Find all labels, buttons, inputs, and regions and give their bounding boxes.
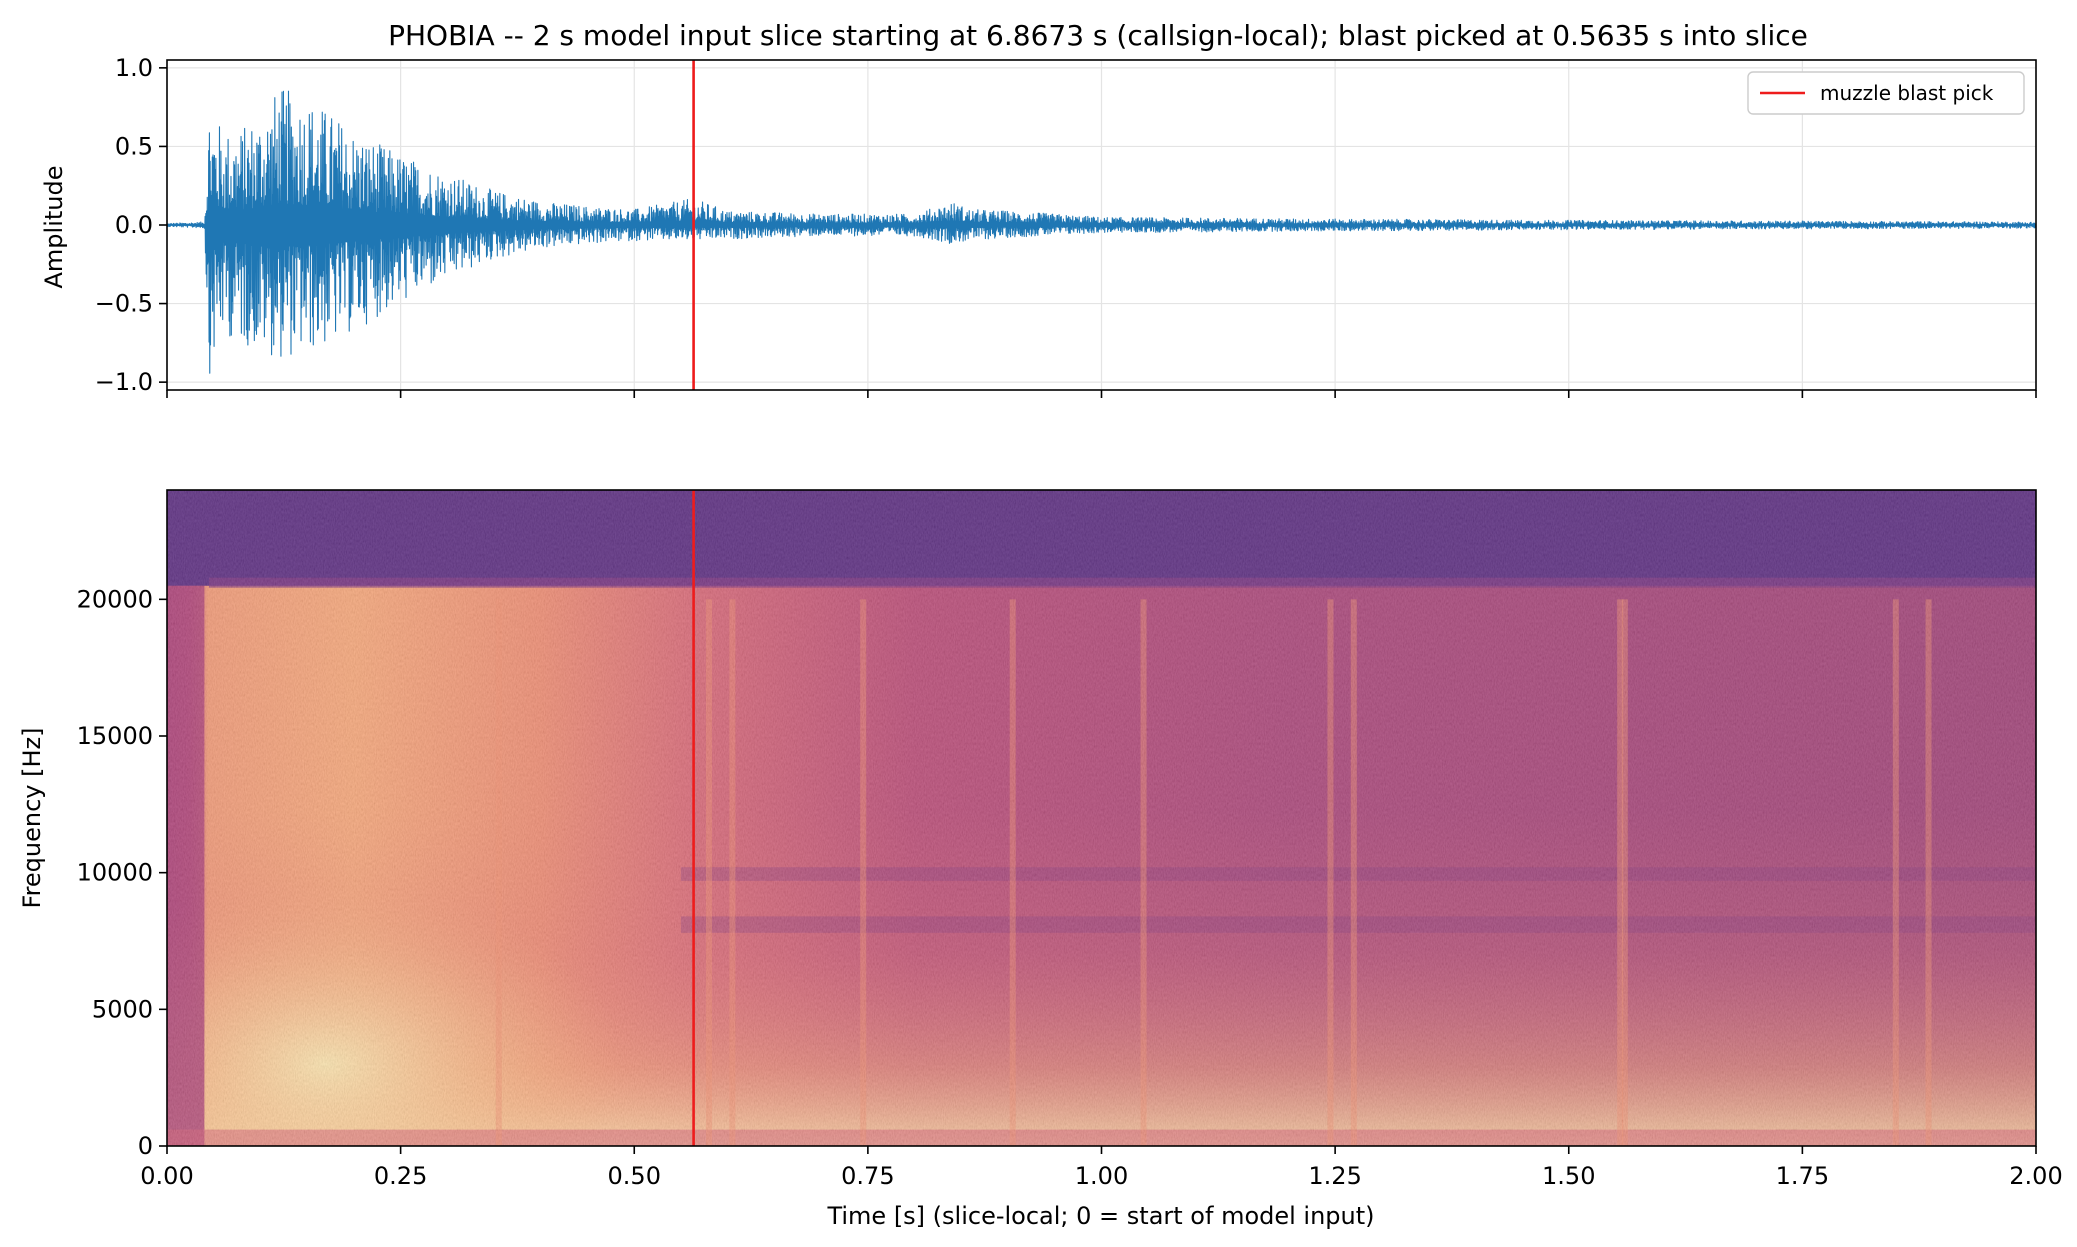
spectrogram-panel: 0 5000 10000 15000 20000 0.00 0.25 0.50 0.75 1.0… — [18, 489, 2063, 1230]
x-tick-label: 0.50 — [608, 1162, 661, 1190]
waveform-panel: 1.0 0.5 0.0 −0.5 −1.0 Amplitude muzzle blast… — [40, 54, 2037, 398]
waveform-y-tick-label: 0.5 — [115, 132, 153, 160]
waveform-y-tick-label: 0.0 — [115, 211, 153, 239]
waveform-x-ticks — [166, 390, 2037, 398]
spectrogram-heatmap — [167, 490, 2036, 1146]
spectrogram-texture — [167, 490, 2036, 1146]
x-axis-label: Time [s] (slice-local; 0 = start of mode… — [826, 1202, 1374, 1230]
waveform-y-axis-label: Amplitude — [40, 166, 68, 289]
waveform-y-ticks: 1.0 0.5 0.0 −0.5 −1.0 — [95, 54, 167, 396]
x-tick-label: 0.75 — [841, 1162, 894, 1190]
spectrogram-y-ticks: 0 5000 10000 15000 20000 — [77, 585, 167, 1160]
x-tick-label: 1.00 — [1075, 1162, 1128, 1190]
spectrogram-y-tick-label: 20000 — [77, 585, 153, 613]
x-tick-label: 1.75 — [1776, 1162, 1829, 1190]
legend-entry-label: muzzle blast pick — [1820, 81, 1994, 105]
chart-title: PHOBIA -- 2 s model input slice starting… — [388, 19, 1808, 52]
legend-box — [1747, 71, 2025, 115]
spectrogram-y-axis-label: Frequency [Hz] — [18, 728, 46, 909]
waveform-y-tick-label: 1.0 — [115, 54, 153, 82]
waveform-y-tick-label: −1.0 — [95, 368, 153, 396]
legend: muzzle blast pick — [1747, 71, 2025, 115]
spectrogram-x-ticks: 0.00 0.25 0.50 0.75 1.00 1.25 1.50 1.75 2.00 — [140, 1146, 2063, 1190]
spectrogram-y-tick-label: 5000 — [92, 995, 153, 1023]
x-tick-label: 2.00 — [2009, 1162, 2062, 1190]
x-tick-label: 1.50 — [1542, 1162, 1595, 1190]
x-tick-label: 0.25 — [374, 1162, 427, 1190]
spectrogram-y-tick-label: 10000 — [77, 859, 153, 887]
x-tick-label: 0.00 — [140, 1162, 193, 1190]
waveform-y-tick-label: −0.5 — [95, 290, 153, 318]
x-tick-label: 1.25 — [1308, 1162, 1361, 1190]
waveform-series-line — [166, 90, 2037, 374]
spectrogram-y-tick-label: 15000 — [77, 722, 153, 750]
spectrogram-y-tick-label: 0 — [138, 1132, 153, 1160]
